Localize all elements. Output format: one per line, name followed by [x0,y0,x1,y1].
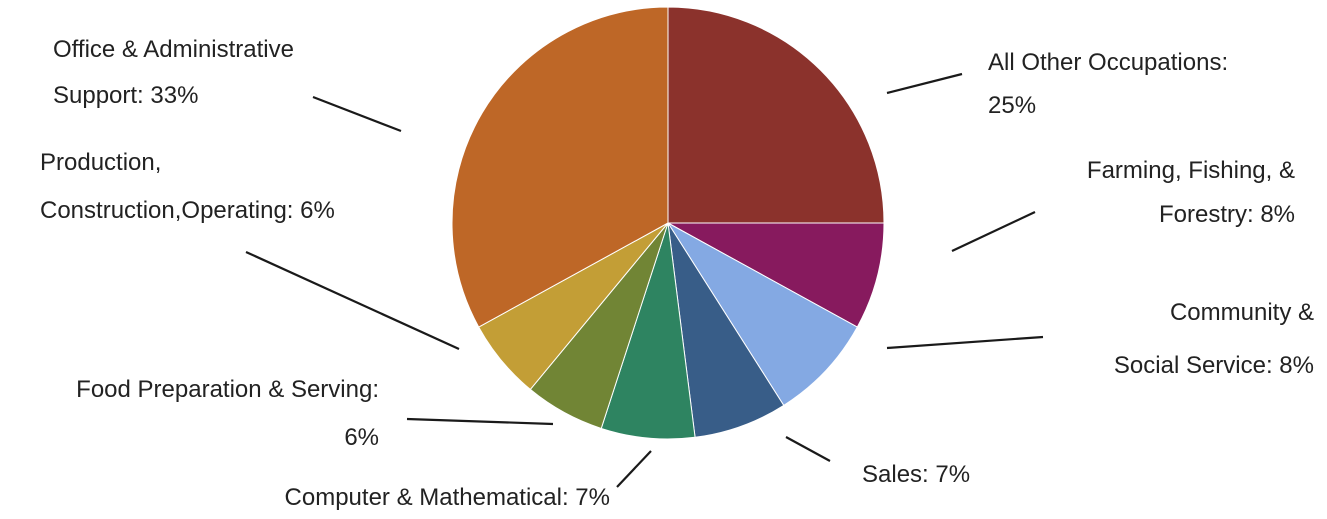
label-sales: Sales: 7% [862,461,970,488]
label-office-line2: Support: 33% [53,82,198,109]
pie-slice-2 [667,222,858,407]
leader-line-food [406,417,554,426]
label-community-line2: Social Service: 8% [1114,352,1314,379]
label-office-line1: Office & Administrative [53,36,294,63]
leader-line-production [245,250,460,351]
label-production-line2: Construction,Operating: 6% [40,197,335,224]
pie-slice-1 [667,222,885,328]
pie-slice-0 [667,6,885,224]
leader-line-farming [951,211,1036,252]
label-community-line1: Community & [1170,299,1314,326]
leader-line-computer [616,450,652,488]
leader-line-community [886,335,1044,350]
label-food-line2: 6% [344,424,379,451]
label-computer: Computer & Mathematical: 7% [285,484,610,511]
label-production-line1: Production, [40,149,161,176]
leader-line-office [312,95,402,133]
label-all-other-line1: All Other Occupations: [988,49,1228,76]
leader-line-sales [785,436,831,462]
label-all-other-line2: 25% [988,92,1036,119]
pie-slices [451,6,885,440]
leader-line-all-other [886,72,963,95]
label-farming-line2: Forestry: 8% [1159,201,1295,228]
label-farming-line1: Farming, Fishing, & [1087,157,1295,184]
pie-slice-7 [451,6,669,328]
label-food-line1: Food Preparation & Serving: [76,376,379,403]
